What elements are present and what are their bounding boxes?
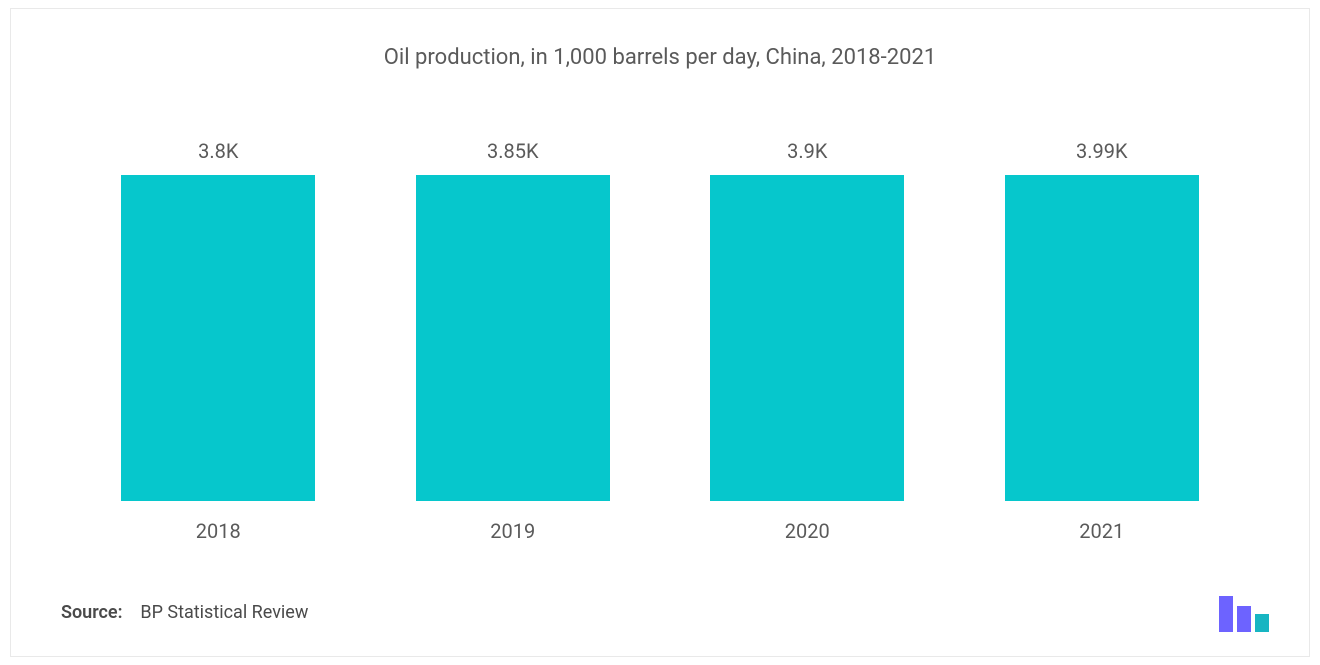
logo-bar-icon bbox=[1219, 596, 1233, 632]
source-label: Source: bbox=[61, 602, 123, 623]
plot-area: 3.8K20183.85K20193.9K20203.99K2021 bbox=[71, 139, 1249, 501]
bar bbox=[1005, 175, 1199, 501]
bar bbox=[710, 175, 904, 501]
bar bbox=[121, 175, 315, 501]
bar-category-label: 2020 bbox=[785, 519, 830, 543]
bar-value-label: 3.9K bbox=[787, 139, 827, 163]
bar-value-label: 3.8K bbox=[198, 139, 238, 163]
bar-category-label: 2018 bbox=[196, 519, 241, 543]
source-line: Source: BP Statistical Review bbox=[61, 602, 308, 623]
bar-column: 3.9K2020 bbox=[660, 139, 955, 501]
bar-value-label: 3.99K bbox=[1076, 139, 1128, 163]
chart-frame: Oil production, in 1,000 barrels per day… bbox=[10, 8, 1310, 657]
source-text: BP Statistical Review bbox=[140, 602, 308, 623]
bar-value-label: 3.85K bbox=[487, 139, 539, 163]
bar-category-label: 2019 bbox=[490, 519, 535, 543]
bar bbox=[416, 175, 610, 501]
bar-series: 3.8K20183.85K20193.9K20203.99K2021 bbox=[71, 139, 1249, 501]
brand-logo bbox=[1219, 596, 1273, 632]
chart-title: Oil production, in 1,000 barrels per day… bbox=[11, 45, 1309, 70]
bar-column: 3.8K2018 bbox=[71, 139, 366, 501]
logo-bar-icon bbox=[1237, 606, 1251, 632]
bar-column: 3.99K2021 bbox=[955, 139, 1250, 501]
bar-category-label: 2021 bbox=[1079, 519, 1124, 543]
logo-bar-icon bbox=[1255, 614, 1269, 632]
bar-column: 3.85K2019 bbox=[366, 139, 661, 501]
